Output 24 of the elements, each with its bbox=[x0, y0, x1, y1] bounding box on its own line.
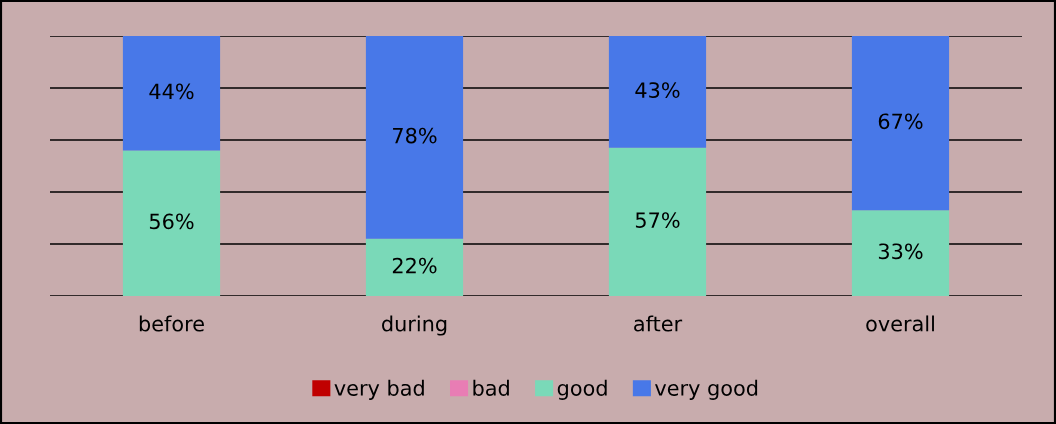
bar bbox=[365, 36, 464, 239]
data-label: 43% bbox=[635, 82, 680, 98]
legend-label: good bbox=[557, 379, 607, 400]
bar bbox=[122, 150, 221, 296]
x-tick-label: after bbox=[634, 315, 683, 332]
bar bbox=[851, 210, 950, 296]
x-tick-label: during bbox=[382, 315, 447, 336]
x-tick-label: before bbox=[139, 315, 204, 332]
x-tick-label: overall bbox=[866, 315, 934, 332]
data-label: 57% bbox=[635, 212, 680, 228]
data-label: 67% bbox=[878, 113, 923, 130]
data-label: 44% bbox=[149, 83, 194, 100]
data-label: 22% bbox=[392, 257, 437, 274]
data-label: 78% bbox=[393, 127, 437, 144]
bar bbox=[851, 36, 950, 211]
data-label: 33% bbox=[878, 243, 923, 260]
bar bbox=[365, 238, 464, 296]
legend-label: bad bbox=[473, 379, 509, 396]
legend-label: very good bbox=[655, 379, 758, 400]
data-label: 56% bbox=[149, 213, 194, 230]
legend-label: very bad bbox=[334, 379, 424, 400]
bar bbox=[608, 147, 707, 296]
bar bbox=[608, 36, 707, 148]
bar bbox=[122, 36, 221, 151]
